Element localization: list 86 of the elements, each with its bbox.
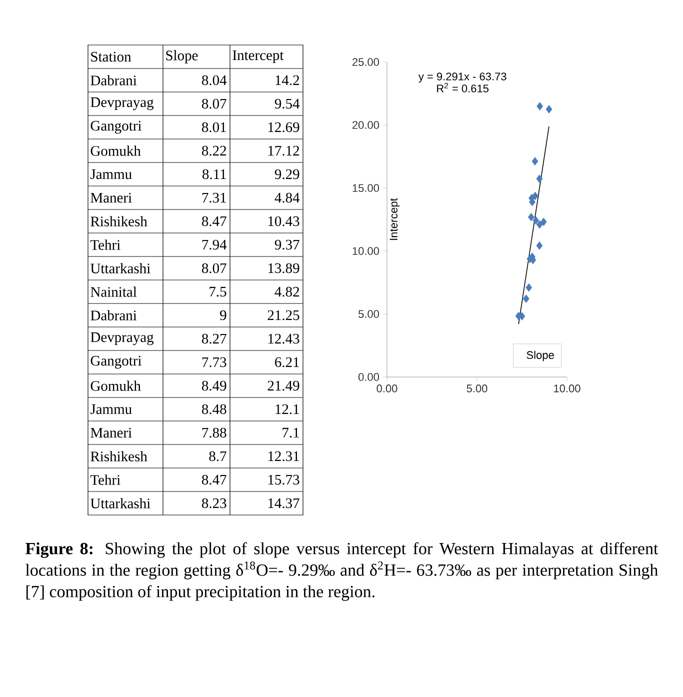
category-label: Tehri: [90, 474, 120, 485]
data-label: 8.07: [202, 263, 226, 274]
data-label: 12.43: [268, 334, 300, 344]
data-label: 9.29: [274, 169, 300, 180]
point: [536, 174, 543, 183]
point: [532, 216, 540, 225]
point: [546, 105, 552, 114]
category-label: Maneri: [90, 192, 132, 203]
data-label: 9.37: [274, 240, 300, 250]
text: Intercept: [232, 50, 284, 64]
category-label: Dabrani: [90, 75, 137, 86]
data-label: 8.27: [202, 334, 226, 344]
point: [532, 192, 538, 200]
data-label: 8.47: [202, 474, 226, 485]
y-tick-label: 20.00: [352, 121, 380, 129]
data-label: 8.23: [202, 498, 226, 508]
point: [528, 212, 534, 222]
category-label: Gangotri: [90, 120, 142, 134]
y-tick-label: 15.00: [352, 184, 380, 192]
x-tick-label: 0.00: [376, 384, 398, 392]
category-label: Jammu: [90, 169, 132, 180]
category-label: Uttarkashi: [90, 498, 150, 508]
data-label: 7.94: [202, 240, 227, 250]
point: [540, 218, 547, 226]
point: [532, 157, 538, 166]
data-label: 8.11: [202, 169, 226, 180]
y-axis-title: Intercept: [390, 198, 400, 240]
category-label: Maneri: [90, 428, 132, 438]
y-tick-label: 10.00: [352, 247, 380, 255]
data-label: 7.88: [202, 428, 226, 438]
data-label: 7.5: [210, 286, 226, 297]
category-label: Gangotri: [90, 356, 142, 369]
data-label: 7.31: [202, 192, 226, 203]
data-label: 8.48: [202, 404, 226, 414]
data-label: 17.12: [268, 146, 299, 156]
data-label: 14.37: [268, 498, 300, 508]
data-label: 8.7: [209, 451, 226, 462]
point: [522, 294, 530, 303]
data-label: 13.89: [268, 263, 300, 274]
annotation: y = 9.291x - 63.73: [418, 72, 506, 83]
point: [536, 220, 543, 229]
data-label: 7.73: [202, 357, 226, 368]
data-label: 12.69: [268, 122, 300, 132]
point: [526, 283, 532, 292]
x-tick-label: 5.00: [466, 384, 488, 392]
x-tick-label: 10.00: [554, 384, 580, 392]
data-label: 21.49: [268, 380, 300, 391]
text: Station: [91, 52, 132, 62]
category-label: Devprayag: [90, 97, 154, 110]
data-label: 8.47: [202, 216, 226, 226]
category-label: Dabrani: [90, 310, 137, 320]
data-label: 8.07: [202, 98, 226, 109]
data-label: 8.22: [202, 146, 226, 156]
text: Slope: [166, 50, 198, 64]
text: Figure 8: Showing the plot of slope versus intercept for Western Himalayas at different locations in the region getting δ$^{18}$O=- 9.29‰ and δ$^{2}$H=- 63.73‰ as per interpretation Singh [7] composition of input precipitation in the region.: [25, 542, 658, 601]
category-label: Gomukh: [90, 146, 141, 156]
category-label: Tehri: [90, 240, 120, 250]
data-label: 12.1: [276, 404, 299, 414]
category-label: Nainital: [90, 286, 137, 297]
category-label: Gomukh: [90, 380, 141, 391]
y-tick-label: 25.00: [352, 58, 380, 66]
category-label: Rishikesh: [90, 451, 148, 462]
data-label: 6.21: [275, 357, 299, 368]
data-label: 8.01: [202, 122, 226, 132]
y-tick-label: 0.00: [358, 373, 380, 381]
category-label: Jammu: [90, 404, 132, 414]
category-label: Rishikesh: [90, 216, 148, 226]
data-label: 15.73: [268, 474, 300, 485]
data-label: 10.43: [268, 216, 300, 226]
annotation: R$^{2}$ = 0.615: [437, 82, 489, 92]
data-label: 8.49: [202, 380, 226, 391]
data-label: 4.84: [274, 192, 300, 203]
data-label: 21.25: [268, 310, 300, 320]
data-label: 7.1: [282, 428, 299, 438]
category-label: Uttarkashi: [90, 263, 150, 274]
category-label: Devprayag: [90, 332, 154, 346]
data-label: 9.54: [274, 98, 300, 109]
data-label: 9: [220, 310, 226, 320]
data-label: 8.04: [202, 75, 227, 86]
data-label: 4.82: [274, 286, 299, 297]
text: Slope: [526, 350, 554, 362]
data-label: 12.31: [268, 451, 299, 462]
point: [536, 241, 543, 250]
point: [536, 102, 544, 110]
y-tick-label: 5.00: [358, 310, 380, 318]
data-label: 14.2: [276, 75, 299, 86]
